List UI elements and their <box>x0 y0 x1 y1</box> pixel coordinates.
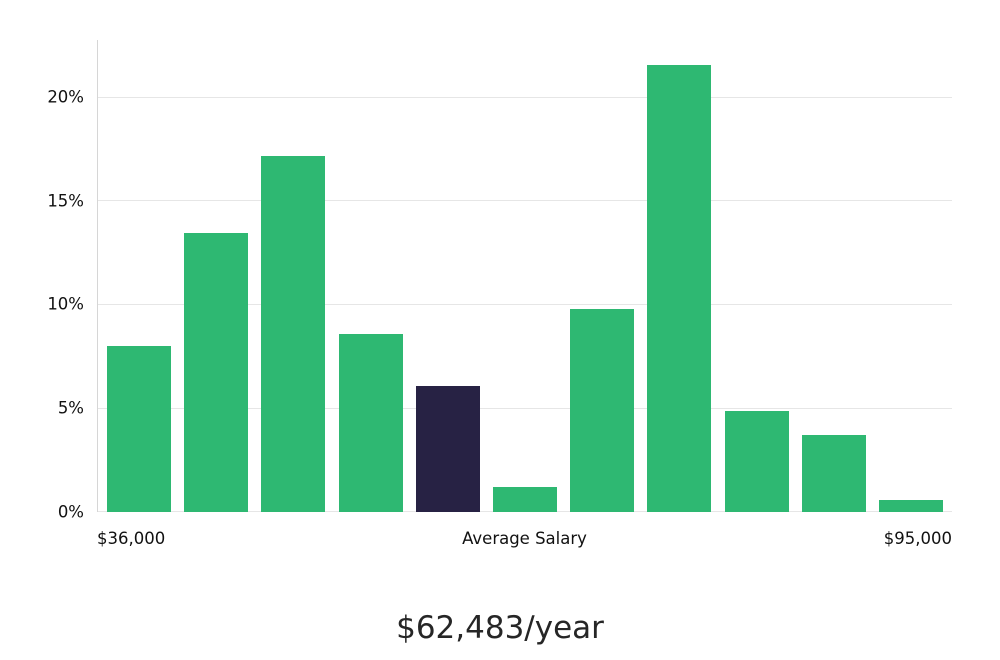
gridline <box>98 200 952 202</box>
x-axis-labels: $36,000 Average Salary $95,000 <box>97 529 952 548</box>
x-label-max-salary: $95,000 <box>883 529 952 548</box>
bar <box>801 435 866 512</box>
bar <box>261 155 326 512</box>
gridline <box>98 303 952 305</box>
average-salary-value: $62,483/year <box>396 610 604 646</box>
plot-area: 0% 5% 10% 15% 20% <box>47 40 952 519</box>
y-tick-label: 15% <box>47 191 84 211</box>
bar <box>107 346 171 512</box>
bars <box>98 40 952 512</box>
x-label-average-salary: Average Salary <box>462 529 587 548</box>
bar <box>878 499 943 512</box>
y-tick-label: 10% <box>47 294 84 314</box>
bar <box>492 487 557 512</box>
y-tick-label: 5% <box>57 398 84 418</box>
gridline <box>98 407 952 409</box>
y-tick-label: 20% <box>47 87 84 107</box>
bar <box>184 232 249 512</box>
bar <box>570 309 635 512</box>
y-tick-label: 0% <box>57 501 84 521</box>
gridline <box>98 96 952 98</box>
x-label-min-salary: $36,000 <box>97 529 166 548</box>
bar <box>724 410 789 512</box>
bar <box>647 64 712 512</box>
bar <box>338 333 403 512</box>
bar-average-highlight <box>415 385 480 512</box>
y-tick-labels: 0% 5% 10% 15% 20% <box>47 40 952 519</box>
